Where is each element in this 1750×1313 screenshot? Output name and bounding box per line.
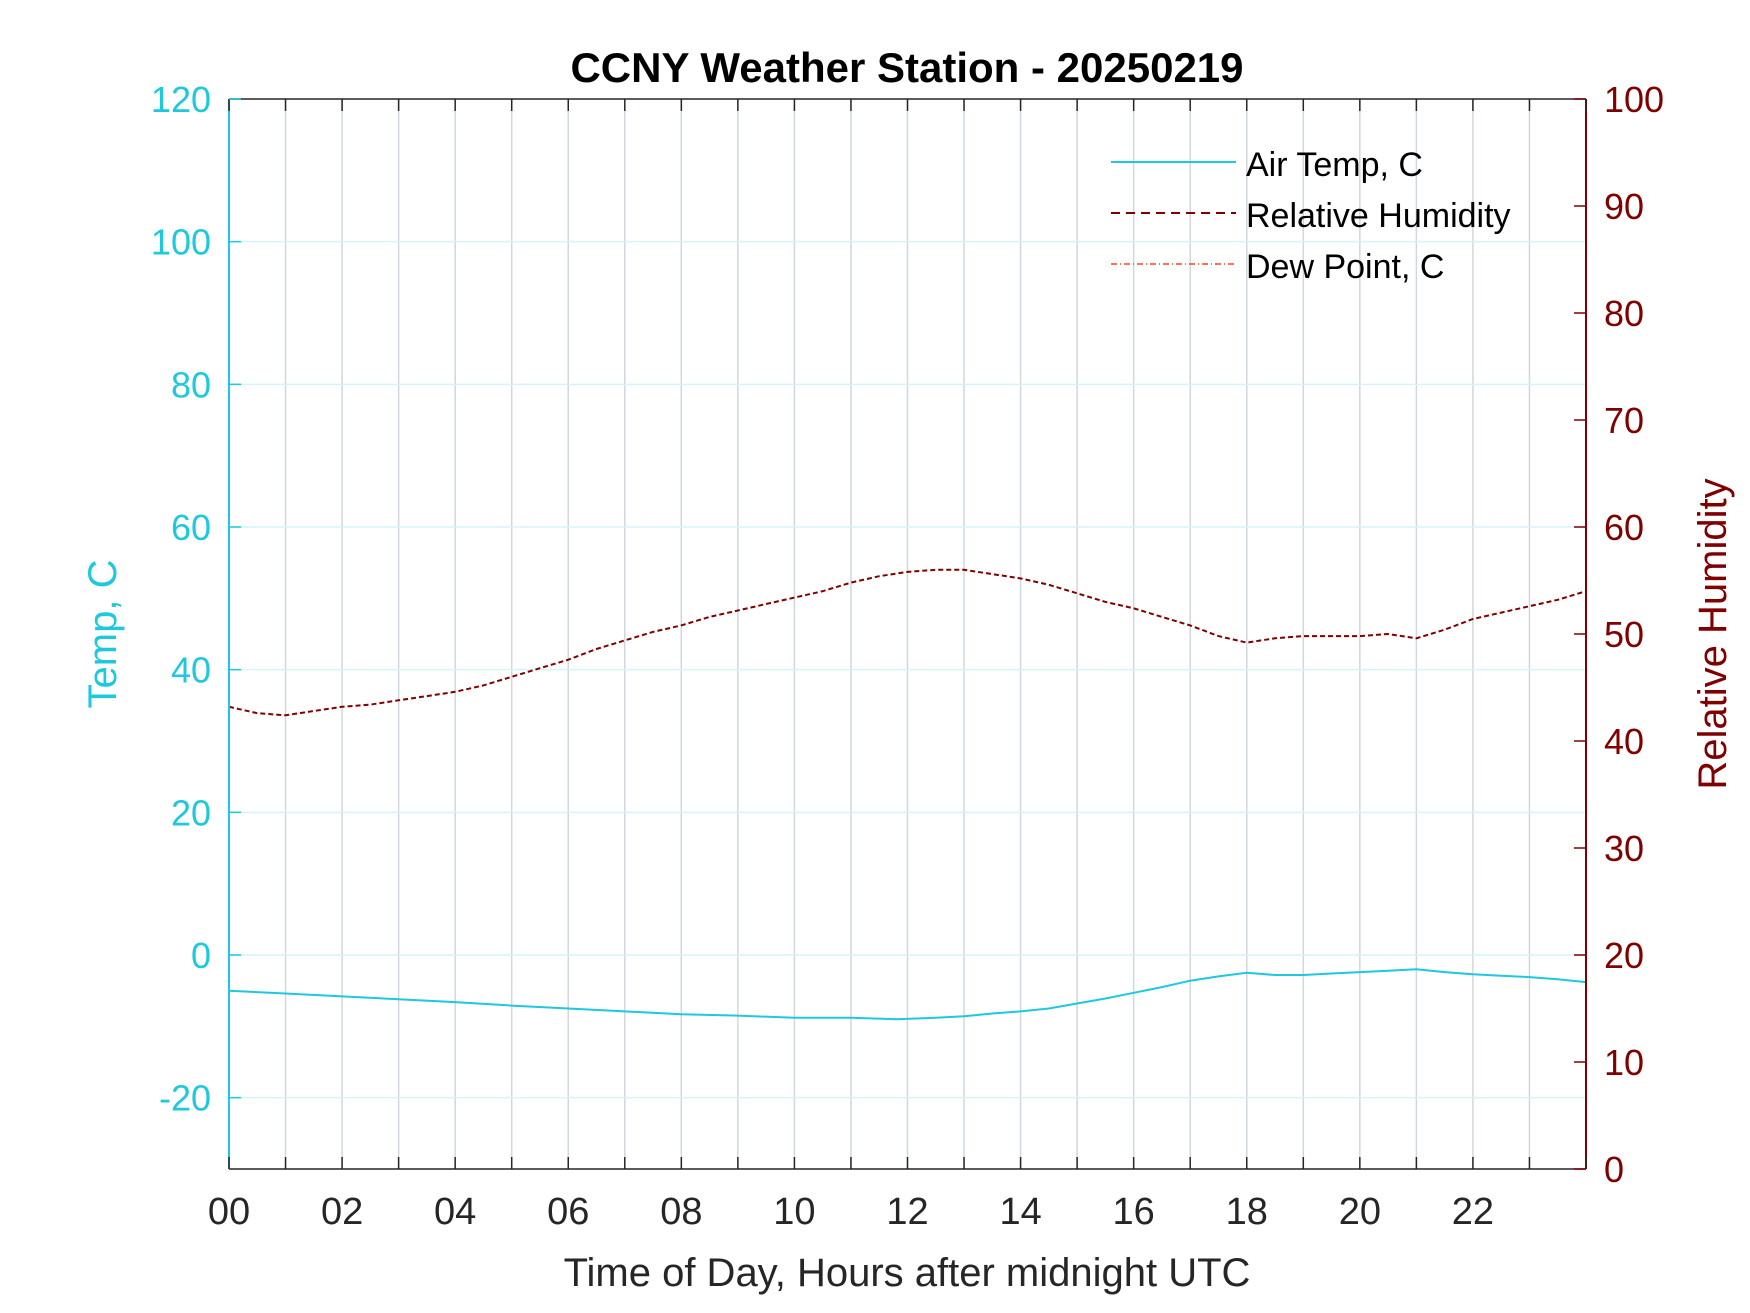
y-right-tick-label: 0 bbox=[1604, 1149, 1624, 1190]
y-left-tick-label: 40 bbox=[171, 650, 211, 691]
legend-label-air-temp: Air Temp, C bbox=[1246, 146, 1423, 184]
legend-label-relative-humidity: Relative Humidity bbox=[1246, 197, 1511, 235]
y-left-tick-label: 20 bbox=[171, 792, 211, 833]
x-tick-label: 16 bbox=[1113, 1191, 1155, 1233]
y-left-tick-label: 100 bbox=[151, 222, 211, 263]
y-right-tick-label: 100 bbox=[1604, 79, 1664, 120]
y-right-tick-label: 60 bbox=[1604, 507, 1644, 548]
y-right-tick-label: 20 bbox=[1604, 935, 1644, 976]
y-left-tick-label: -20 bbox=[159, 1078, 211, 1119]
y-right-tick-label: 10 bbox=[1604, 1042, 1644, 1083]
x-tick-label: 18 bbox=[1226, 1191, 1268, 1233]
x-tick-label: 22 bbox=[1452, 1191, 1494, 1233]
y-left-tick-label: 80 bbox=[171, 364, 211, 405]
legend: Air Temp, C Relative Humidity Dew Point,… bbox=[1111, 146, 1511, 286]
x-tick-label: 02 bbox=[321, 1191, 363, 1233]
y-axis-left-label: Temp, C bbox=[81, 560, 125, 709]
x-tick-label: 10 bbox=[773, 1191, 815, 1233]
y-right-tick-label: 40 bbox=[1604, 721, 1644, 762]
series-line-air-temp bbox=[228, 968, 1587, 1021]
axes bbox=[228, 98, 1587, 1170]
y-right-tick-label: 90 bbox=[1604, 186, 1644, 227]
y-left-tick-label: 120 bbox=[151, 79, 211, 120]
y-right-tick-label: 50 bbox=[1604, 614, 1644, 655]
x-tick-label: 00 bbox=[208, 1191, 250, 1233]
series-line-relative-humidity bbox=[228, 568, 1587, 717]
x-axis-label: Time of Day, Hours after midnight UTC bbox=[564, 1251, 1251, 1295]
y-left-tick-label: 0 bbox=[191, 935, 211, 976]
y-right-tick-label: 80 bbox=[1604, 293, 1644, 334]
tick-labels: 00 02 04 06 08 10 12 14 16 18 20 22-200204060801001… bbox=[151, 79, 1664, 1233]
y-axis-right-label: Relative Humidity bbox=[1691, 478, 1735, 789]
y-right-tick-label: 70 bbox=[1604, 400, 1644, 441]
x-tick-label: 14 bbox=[999, 1191, 1041, 1233]
x-tick-label: 12 bbox=[886, 1191, 928, 1233]
x-tick-label: 20 bbox=[1339, 1191, 1381, 1233]
x-tick-label: 08 bbox=[660, 1191, 702, 1233]
x-tick-label: 06 bbox=[547, 1191, 589, 1233]
x-tick-label: 04 bbox=[434, 1191, 476, 1233]
y-left-tick-label: 60 bbox=[171, 507, 211, 548]
y-right-tick-label: 30 bbox=[1604, 828, 1644, 869]
chart-title: CCNY Weather Station - 20250219 bbox=[570, 44, 1243, 91]
series-layer bbox=[228, 568, 1587, 1021]
legend-label-dew-point: Dew Point, C bbox=[1246, 248, 1444, 286]
grid bbox=[229, 99, 1586, 1169]
